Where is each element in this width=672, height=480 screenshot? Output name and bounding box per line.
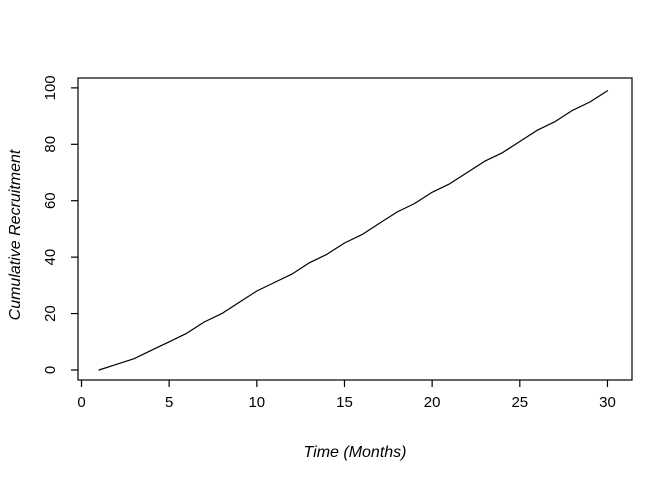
y-tick-label: 40 xyxy=(42,249,59,266)
y-axis: 0 20 40 60 80 100 xyxy=(42,75,78,374)
x-tick-label: 5 xyxy=(165,394,173,411)
y-tick-label: 100 xyxy=(42,75,59,100)
y-tick-label: 60 xyxy=(42,192,59,209)
plot-box xyxy=(77,77,633,381)
y-tick-label: 0 xyxy=(42,366,59,374)
x-axis-label: Time (Months) xyxy=(304,444,407,461)
x-tick-label: 10 xyxy=(248,394,265,411)
y-tick-label: 80 xyxy=(42,136,59,153)
y-axis-label: Cumulative Recruitment xyxy=(7,149,24,320)
recruitment-line xyxy=(98,90,609,371)
x-axis: 0 5 10 15 20 25 30 xyxy=(77,380,616,411)
y-tick-label: 20 xyxy=(42,305,59,322)
x-tick-label: 15 xyxy=(336,394,353,411)
data-series xyxy=(98,90,609,371)
x-tick-label: 20 xyxy=(424,394,441,411)
x-tick-label: 30 xyxy=(599,394,616,411)
x-tick-label: 25 xyxy=(511,394,528,411)
x-tick-label: 0 xyxy=(77,394,85,411)
